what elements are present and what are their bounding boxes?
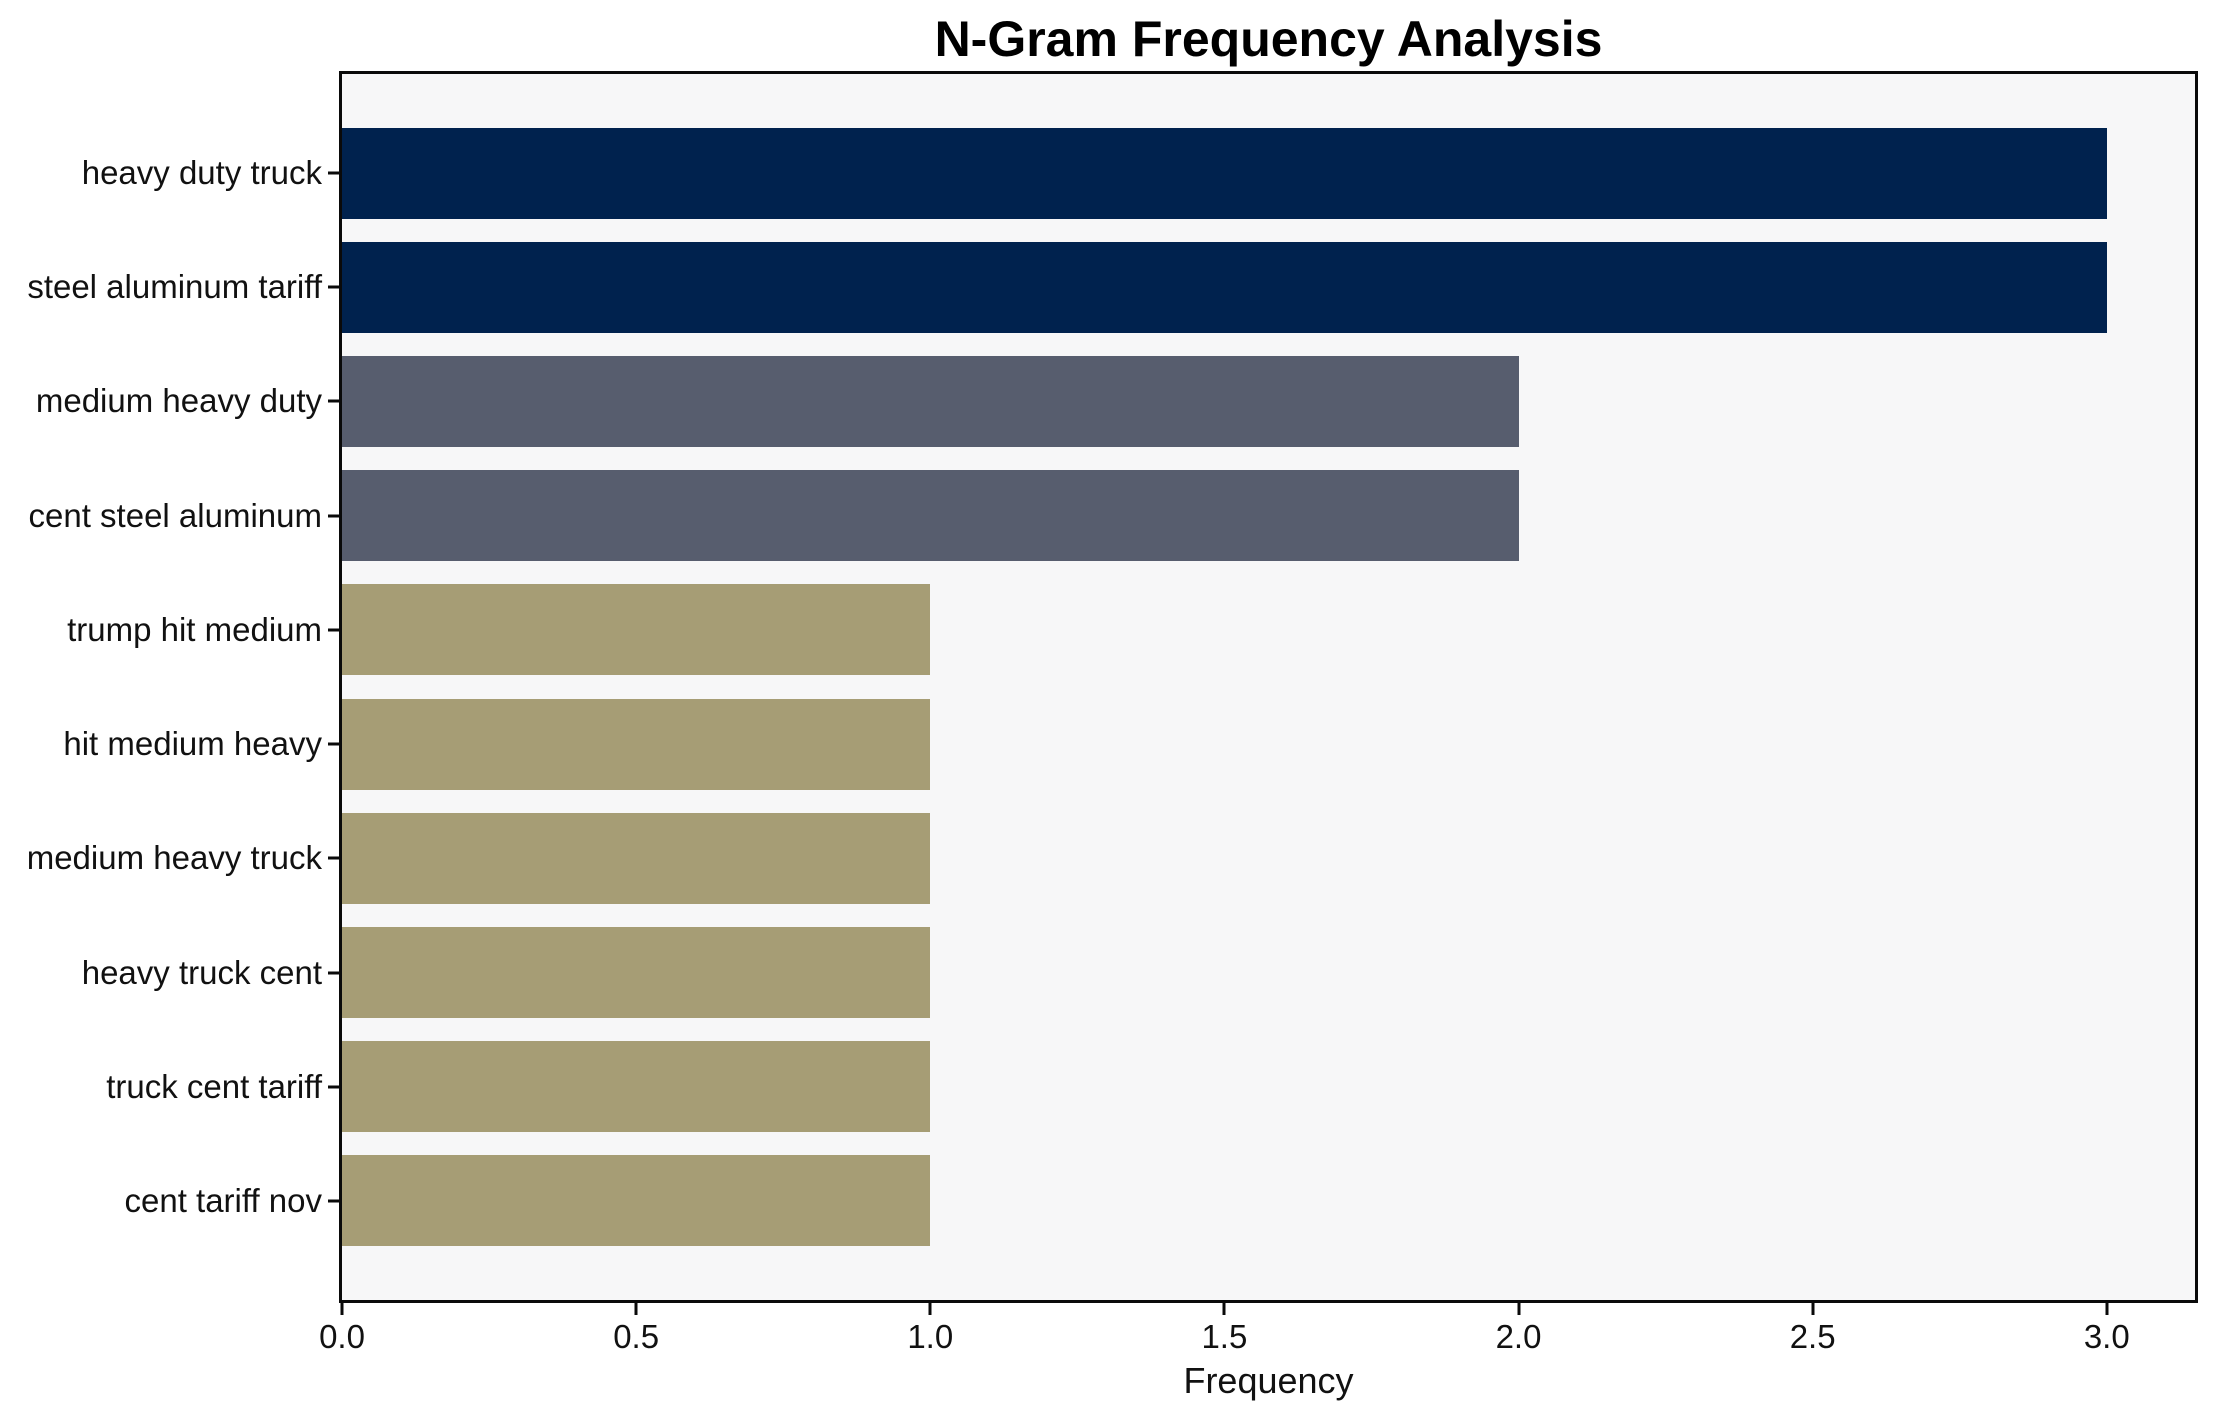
- bar: [342, 127, 2107, 219]
- x-tick-label: 3.0: [2083, 1318, 2130, 1355]
- y-tick-mark: [328, 1199, 339, 1203]
- bar: [342, 584, 930, 676]
- y-tick-mark: [328, 399, 339, 403]
- bar: [342, 470, 1519, 562]
- y-tick-label: medium heavy duty: [35, 382, 322, 420]
- bar: [342, 698, 930, 790]
- x-tick-mark: [1811, 1303, 1815, 1315]
- y-tick-label: trump hit medium: [67, 610, 322, 648]
- x-tick-mark: [634, 1303, 638, 1315]
- y-tick-label: heavy duty truck: [81, 154, 322, 191]
- x-tick-mark: [928, 1303, 932, 1315]
- x-tick-label: 1.0: [907, 1318, 954, 1355]
- x-axis-label: Frequency: [1183, 1360, 1354, 1401]
- y-tick-label: hit medium heavy: [63, 725, 322, 763]
- y-tick-label: truck cent tariff: [106, 1067, 322, 1105]
- y-tick-label: heavy truck cent: [81, 953, 322, 991]
- x-tick-label: 2.0: [1495, 1318, 1542, 1355]
- y-tick-mark: [328, 1085, 339, 1089]
- y-tick-mark: [328, 285, 339, 289]
- bar: [342, 927, 930, 1019]
- bar: [342, 1041, 930, 1133]
- x-tick-label: 1.5: [1201, 1318, 1248, 1355]
- x-tick-label: 0.5: [613, 1318, 660, 1355]
- y-tick-label: cent tariff nov: [124, 1181, 322, 1219]
- chart-title: N-Gram Frequency Analysis: [934, 11, 1603, 67]
- y-tick-mark: [328, 628, 339, 632]
- y-tick-mark: [328, 971, 339, 975]
- y-tick-label: steel aluminum tariff: [27, 268, 322, 306]
- y-tick-label: medium heavy truck: [26, 839, 322, 877]
- plot-area: [339, 71, 2198, 1303]
- bar: [342, 812, 930, 904]
- y-tick-mark: [328, 171, 339, 175]
- x-tick-mark: [2105, 1303, 2109, 1315]
- bar: [342, 241, 2107, 333]
- y-tick-mark: [328, 514, 339, 518]
- x-tick-mark: [1517, 1303, 1520, 1315]
- y-tick-mark: [328, 856, 339, 860]
- x-tick-mark: [1222, 1303, 1226, 1315]
- bar: [342, 355, 1519, 447]
- y-tick-label: cent steel aluminum: [28, 496, 322, 534]
- y-tick-mark: [328, 742, 339, 746]
- x-tick-mark: [340, 1303, 344, 1315]
- bar: [342, 1155, 930, 1247]
- x-tick-label: 2.5: [1789, 1318, 1836, 1355]
- x-tick-label: 0.0: [319, 1318, 365, 1355]
